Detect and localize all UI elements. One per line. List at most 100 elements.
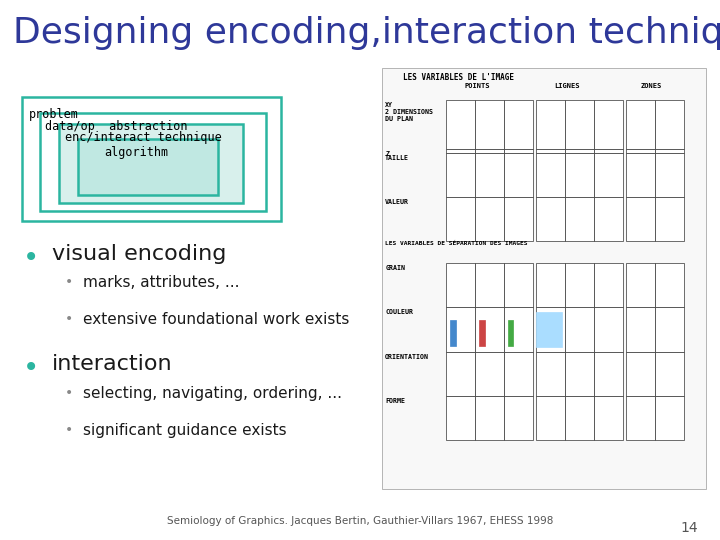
Bar <box>450 320 456 346</box>
Bar <box>536 263 565 307</box>
Bar <box>655 352 684 396</box>
Text: Z: Z <box>385 151 390 157</box>
Text: LIGNES: LIGNES <box>554 83 580 89</box>
Text: enc/interact technique: enc/interact technique <box>65 131 222 144</box>
Bar <box>78 139 218 195</box>
Bar <box>626 396 655 440</box>
Bar <box>626 100 655 149</box>
Bar <box>504 352 533 396</box>
Text: •: • <box>65 423 73 437</box>
Text: TAILLE: TAILLE <box>385 155 409 161</box>
Bar <box>382 68 706 489</box>
Bar <box>479 320 485 346</box>
Bar <box>504 396 533 440</box>
Text: ZONES: ZONES <box>641 83 662 89</box>
Text: •: • <box>65 275 73 289</box>
Bar <box>594 396 623 440</box>
Text: 14: 14 <box>681 521 698 535</box>
Text: data/op  abstraction: data/op abstraction <box>45 120 188 133</box>
Bar <box>594 263 623 307</box>
Text: •: • <box>65 386 73 400</box>
Bar <box>594 100 623 149</box>
Bar <box>626 148 655 153</box>
Bar <box>59 124 243 202</box>
Bar <box>446 352 475 396</box>
Bar <box>536 148 565 153</box>
Bar <box>22 97 281 221</box>
Bar <box>655 396 684 440</box>
Text: LES VARIABLES DE SÉPARATION DES IMAGES: LES VARIABLES DE SÉPARATION DES IMAGES <box>385 241 528 246</box>
Bar <box>504 100 533 149</box>
Bar <box>504 263 533 307</box>
Bar <box>446 148 475 153</box>
Text: •: • <box>23 244 40 272</box>
Bar <box>565 396 594 440</box>
Bar <box>626 153 655 197</box>
Bar <box>504 148 533 153</box>
Text: •: • <box>65 312 73 326</box>
Text: extensive foundational work exists: extensive foundational work exists <box>83 312 349 327</box>
Bar <box>446 307 475 352</box>
Bar <box>475 263 504 307</box>
Bar <box>565 263 594 307</box>
Bar <box>536 312 562 347</box>
Bar <box>626 307 655 352</box>
Bar <box>508 320 513 346</box>
Bar <box>594 197 623 241</box>
Bar <box>536 197 565 241</box>
Bar <box>504 153 533 197</box>
Text: significant guidance exists: significant guidance exists <box>83 423 287 438</box>
Bar <box>40 113 266 211</box>
Bar <box>475 197 504 241</box>
Bar <box>536 100 565 149</box>
Bar <box>536 352 565 396</box>
Text: problem: problem <box>29 108 78 121</box>
Bar <box>504 197 533 241</box>
Bar <box>655 197 684 241</box>
Bar <box>626 197 655 241</box>
Bar <box>446 396 475 440</box>
Bar <box>594 153 623 197</box>
Bar <box>536 396 565 440</box>
Bar <box>655 307 684 352</box>
Bar <box>446 197 475 241</box>
Text: marks, attributes, ...: marks, attributes, ... <box>83 275 239 291</box>
Bar <box>565 148 594 153</box>
Bar <box>626 352 655 396</box>
Text: XY
2 DIMENSIONS
DU PLAN: XY 2 DIMENSIONS DU PLAN <box>385 102 433 122</box>
Text: selecting, navigating, ordering, ...: selecting, navigating, ordering, ... <box>83 386 342 401</box>
Bar <box>565 352 594 396</box>
Bar <box>504 307 533 352</box>
Bar <box>475 100 504 149</box>
Bar <box>594 148 623 153</box>
Bar <box>446 263 475 307</box>
Text: •: • <box>23 354 40 382</box>
Bar <box>536 307 565 352</box>
Bar <box>655 100 684 149</box>
Bar <box>475 307 504 352</box>
Bar <box>655 148 684 153</box>
Bar <box>475 153 504 197</box>
Text: Semiology of Graphics. Jacques Bertin, Gauthier-Villars 1967, EHESS 1998: Semiology of Graphics. Jacques Bertin, G… <box>167 516 553 526</box>
Bar <box>594 352 623 396</box>
Bar <box>594 307 623 352</box>
Bar <box>565 307 594 352</box>
Bar <box>446 153 475 197</box>
Text: visual encoding: visual encoding <box>52 244 226 264</box>
Bar <box>446 100 475 149</box>
Text: GRAIN: GRAIN <box>385 265 405 271</box>
Text: LES VARIABLES DE L'IMAGE: LES VARIABLES DE L'IMAGE <box>403 73 514 82</box>
Bar <box>475 352 504 396</box>
Text: POINTS: POINTS <box>464 83 490 89</box>
Bar <box>655 263 684 307</box>
Text: ORIENTATION: ORIENTATION <box>385 354 429 360</box>
Text: algorithm: algorithm <box>104 146 168 159</box>
Bar <box>536 153 565 197</box>
Bar <box>565 197 594 241</box>
Bar <box>475 148 504 153</box>
Bar <box>565 100 594 149</box>
Text: COULEUR: COULEUR <box>385 309 413 315</box>
Bar <box>626 263 655 307</box>
Bar <box>565 153 594 197</box>
Text: Designing encoding,interaction techniques: Designing encoding,interaction technique… <box>13 16 720 50</box>
